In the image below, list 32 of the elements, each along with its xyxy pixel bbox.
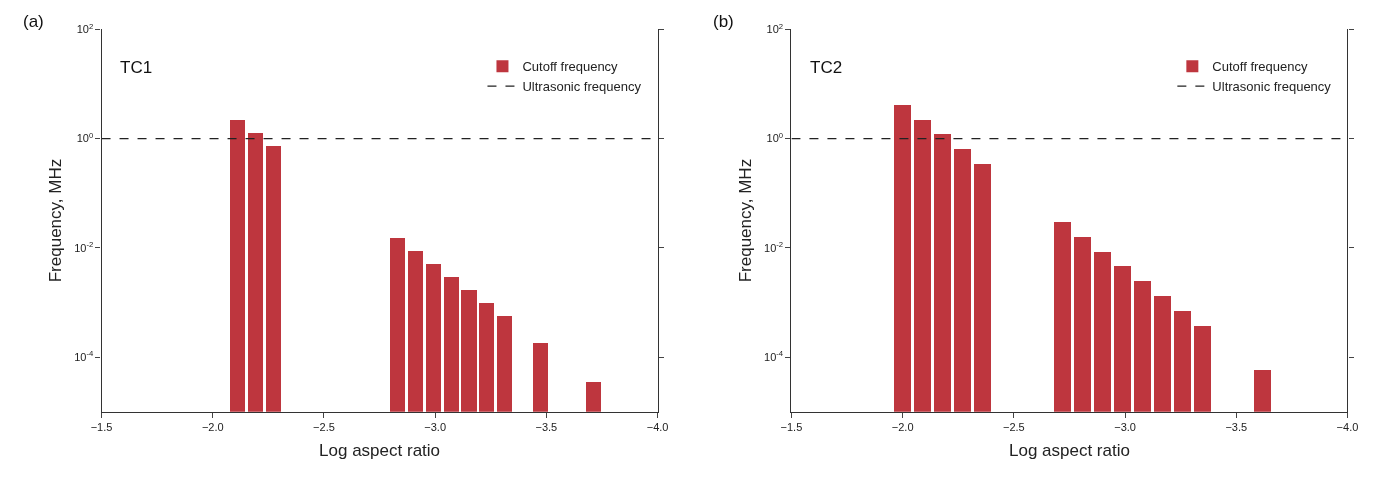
y-axis-title: Frequency, MHz bbox=[735, 158, 755, 283]
x-axis-title: Log aspect ratio bbox=[1008, 441, 1130, 461]
x-tick-label: −4.0 bbox=[1336, 421, 1359, 434]
y-tick-label: 10$^{2}$ bbox=[76, 21, 94, 36]
x-tick-label: −2.5 bbox=[313, 421, 335, 434]
annotation: TC2 bbox=[810, 58, 843, 77]
y-axis-title: Frequency, MHz bbox=[45, 158, 65, 283]
legend-label: Cutoff frequency bbox=[522, 59, 619, 75]
x-tick-label: −3.5 bbox=[535, 421, 558, 434]
x-tick-label: −1.5 bbox=[90, 421, 113, 434]
y-tick-label: 10$^{-4}$ bbox=[764, 349, 784, 363]
x-tick-label: −4.0 bbox=[646, 421, 669, 434]
legend-label: Ultrasonic frequency bbox=[1212, 79, 1332, 95]
y-tick-label: 10$^{-2}$ bbox=[764, 240, 784, 254]
chart-title: (a) bbox=[23, 12, 44, 31]
x-tick-label: −3.0 bbox=[424, 421, 447, 434]
y-tick-label: 10$^{-4}$ bbox=[74, 349, 94, 363]
x-tick-label: −2.5 bbox=[1002, 421, 1025, 434]
x-tick-label: −1.5 bbox=[780, 421, 803, 434]
y-tick-label: 10$^{-2}$ bbox=[74, 240, 94, 254]
y-tick-label: 10$^{0}$ bbox=[76, 130, 94, 145]
legend-label: Cutoff frequency bbox=[1212, 59, 1309, 75]
chart-title: (b) bbox=[713, 12, 734, 31]
y-tick-label: 10$^{2}$ bbox=[766, 21, 784, 36]
x-tick-label: −2.0 bbox=[201, 421, 224, 434]
x-axis-title: Log aspect ratio bbox=[319, 441, 441, 461]
x-tick-label: −3.5 bbox=[1225, 421, 1248, 434]
annotation: TC1 bbox=[120, 58, 153, 77]
y-tick-label: 10$^{0}$ bbox=[766, 130, 784, 145]
legend-label: Ultrasonic frequency bbox=[522, 79, 642, 95]
x-tick-label: −2.0 bbox=[891, 421, 914, 434]
x-tick-label: −3.0 bbox=[1114, 421, 1136, 434]
